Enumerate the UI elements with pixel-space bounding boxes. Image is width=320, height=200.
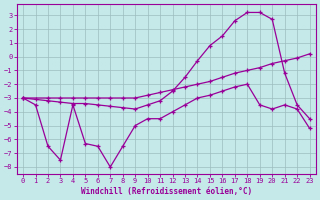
X-axis label: Windchill (Refroidissement éolien,°C): Windchill (Refroidissement éolien,°C) — [81, 187, 252, 196]
